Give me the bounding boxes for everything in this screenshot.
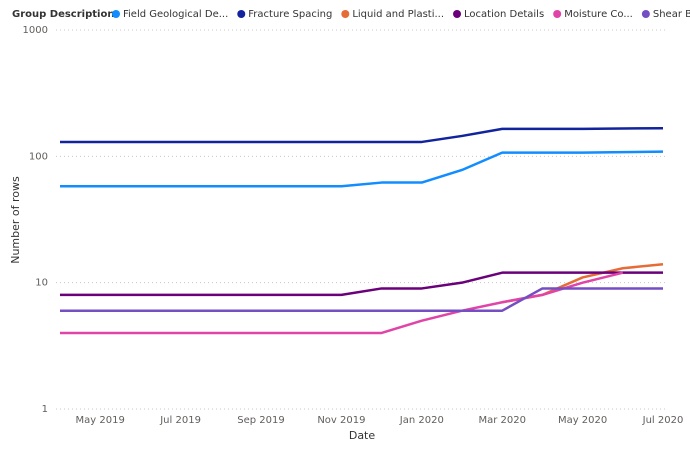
x-tick-label: Sep 2019: [237, 415, 284, 426]
legend-marker: [112, 10, 120, 18]
y-tick-label: 1: [42, 404, 48, 415]
legend-label: Fracture Spacing: [248, 9, 332, 20]
y-axis-title: Number of rows: [9, 176, 22, 264]
x-tick-label: Mar 2020: [478, 415, 526, 426]
legend-label: Shear Box Testi...: [653, 9, 690, 20]
legend-label: Field Geological De...: [123, 9, 228, 20]
series-line: [60, 287, 663, 312]
legend-marker: [553, 10, 562, 18]
x-tick-label: Jul 2020: [642, 415, 684, 426]
y-tick-label: 10: [35, 278, 48, 289]
legend-title: Group Description: [12, 9, 114, 20]
x-tick-label: Nov 2019: [317, 415, 365, 426]
x-tick-label: Jan 2020: [399, 415, 444, 426]
x-axis-title: Date: [349, 429, 376, 442]
legend-label: Location Details: [464, 9, 544, 20]
x-tick-label: May 2020: [558, 415, 607, 426]
x-tick-label: Jul 2019: [159, 415, 201, 426]
legend-marker: [641, 10, 650, 18]
legend-label: Liquid and Plasti...: [352, 9, 444, 20]
legend-marker: [341, 10, 350, 18]
legend-label: Moisture Co...: [564, 9, 633, 20]
y-tick-label: 1000: [23, 25, 48, 36]
series-line: [60, 271, 624, 335]
series-line: [60, 150, 664, 188]
legend-marker: [453, 10, 462, 18]
y-tick-label: 100: [29, 151, 48, 162]
x-tick-label: May 2019: [76, 415, 125, 426]
legend-marker: [237, 10, 246, 18]
series-line: [60, 271, 663, 297]
series-line: [60, 126, 664, 144]
